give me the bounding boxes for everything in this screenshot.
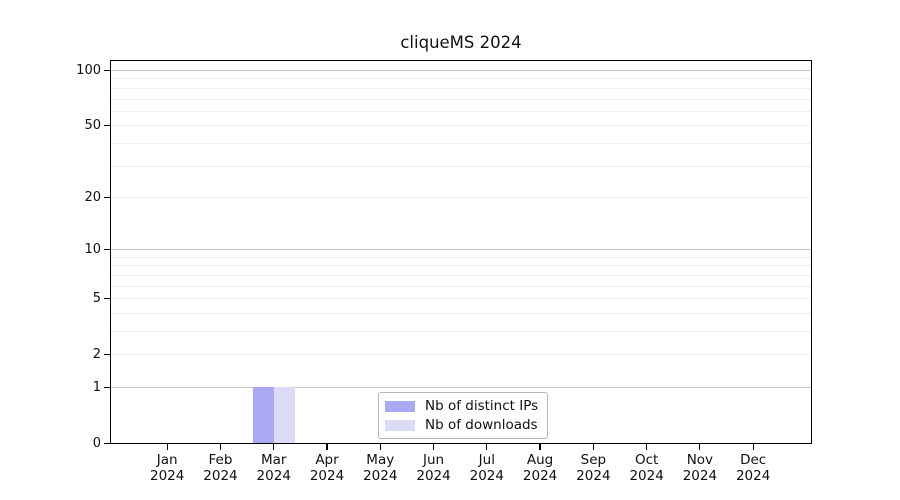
gridline-minor [111, 256, 811, 258]
x-tick-month: May [366, 452, 395, 468]
y-tick-mark [103, 124, 111, 127]
x-tick-label: May 2024 [340, 452, 420, 484]
y-tick-label: 2 [92, 346, 101, 362]
bar-downloads [273, 386, 295, 443]
y-tick-label: 50 [84, 117, 101, 133]
gridline-major [111, 70, 811, 72]
x-tick-label: Mar 2024 [234, 452, 314, 484]
x-tick-label: Oct 2024 [607, 452, 687, 484]
x-tick-mark [646, 443, 648, 451]
gridline-minor [111, 274, 811, 276]
gridline-minor [111, 87, 811, 89]
gridline-minor [111, 98, 811, 100]
x-tick-year: 2024 [203, 468, 238, 484]
x-tick-mark [379, 443, 381, 451]
x-tick-month: Apr [315, 452, 339, 468]
gridline-minor [111, 110, 811, 112]
x-tick-mark [326, 443, 328, 451]
x-tick-mark [699, 443, 701, 451]
x-tick-mark [752, 443, 754, 451]
x-tick-label: Dec 2024 [713, 452, 793, 484]
x-tick-mark [592, 443, 594, 451]
plot-area: Nb of distinct IPs Nb of downloads [110, 60, 812, 444]
x-tick-label: Nov 2024 [660, 452, 740, 484]
gridline-major [111, 386, 811, 388]
x-tick-label: Feb 2024 [180, 452, 260, 484]
gridline-minor [111, 196, 811, 198]
x-tick-mark [539, 443, 541, 451]
x-tick-year: 2024 [150, 468, 185, 484]
gridline-major [111, 249, 811, 251]
y-tick-label: 5 [92, 290, 101, 306]
gridline-minor [111, 125, 811, 127]
gridline-minor [111, 265, 811, 267]
legend-swatch [385, 419, 415, 431]
x-tick-label: Apr 2024 [287, 452, 367, 484]
gridline-minor [111, 312, 811, 314]
x-tick-mark [486, 443, 488, 451]
x-tick-month: Jan [156, 452, 178, 468]
y-tick-label: 0 [92, 435, 101, 451]
legend-label: Nb of downloads [425, 417, 538, 433]
x-tick-month: Jun [423, 452, 445, 468]
y-tick-mark [103, 297, 111, 299]
x-tick-month: Dec [740, 452, 767, 468]
x-tick-year: 2024 [256, 468, 291, 484]
y-tick-mark [103, 248, 111, 251]
gridline-minor [111, 142, 811, 144]
x-tick-month: Mar [260, 452, 287, 468]
x-tick-month: Jul [478, 452, 495, 468]
gridline-minor [111, 78, 811, 80]
x-tick-month: Aug [526, 452, 554, 468]
x-tick-label: Jun 2024 [394, 452, 474, 484]
x-tick-label: Jan 2024 [127, 452, 207, 484]
x-tick-year: 2024 [735, 468, 771, 484]
x-tick-month: Sep [580, 452, 607, 468]
y-tick-mark [103, 196, 111, 198]
x-tick-year: 2024 [576, 468, 611, 484]
x-tick-year: 2024 [469, 468, 504, 484]
y-tick-label: 100 [76, 62, 101, 78]
x-tick-year: 2024 [363, 468, 398, 484]
y-tick-mark [103, 69, 111, 71]
y-tick-label: 20 [84, 189, 101, 205]
x-tick-mark [432, 443, 435, 451]
x-tick-month: Oct [634, 452, 659, 468]
gridline-minor [111, 330, 811, 332]
legend-swatch [385, 400, 415, 412]
chart-title: cliqueMS 2024 [400, 33, 522, 52]
gridline-minor [111, 165, 811, 167]
x-tick-month: Feb [208, 452, 233, 468]
x-tick-year: 2024 [682, 468, 718, 484]
x-tick-label: Jul 2024 [447, 452, 527, 484]
y-tick-mark [103, 353, 111, 355]
x-tick-year: 2024 [629, 468, 664, 484]
gridline-minor [111, 354, 811, 356]
bar-distinct-ips [252, 386, 274, 443]
x-tick-month: Nov [686, 452, 714, 468]
y-tick-mark [103, 442, 111, 444]
x-tick-year: 2024 [416, 468, 451, 484]
y-tick-label: 10 [84, 241, 101, 257]
legend-label: Nb of distinct IPs [425, 398, 539, 414]
legend-item: Nb of distinct IPs [385, 398, 538, 414]
legend: Nb of distinct IPs Nb of downloads [378, 392, 549, 439]
gridline-minor [111, 285, 811, 287]
x-tick-label: Aug 2024 [500, 452, 580, 484]
x-tick-mark [219, 443, 222, 451]
y-tick-label: 1 [92, 379, 101, 395]
x-tick-mark [273, 443, 275, 451]
x-tick-year: 2024 [522, 468, 558, 484]
x-tick-mark [166, 443, 168, 451]
gridline-minor [111, 298, 811, 300]
legend-item: Nb of downloads [385, 417, 538, 433]
x-tick-label: Sep 2024 [553, 452, 633, 484]
x-tick-year: 2024 [309, 468, 345, 484]
y-tick-mark [103, 386, 111, 388]
